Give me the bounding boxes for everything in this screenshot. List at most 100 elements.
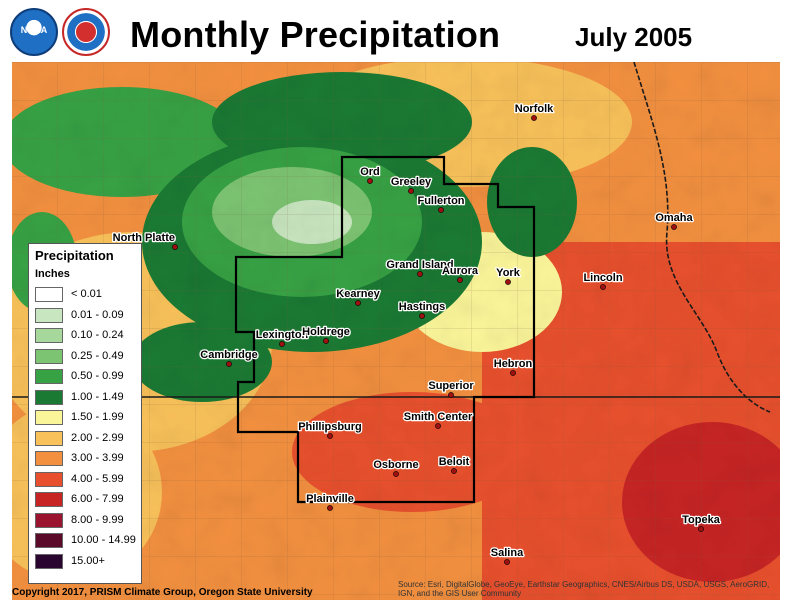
national-weather-service-logo [62,8,110,56]
map-period: July 2005 [575,22,693,52]
legend-label: 6.00 - 7.99 [71,493,124,505]
legend-swatch [35,492,63,507]
legend-swatch [35,533,63,548]
city-marker [355,300,361,306]
city-marker [510,370,516,376]
copyright-credit: Copyright 2017, PRISM Climate Group, Ore… [12,587,313,598]
legend-item: 10.00 - 14.99 [35,532,139,549]
missouri-river [633,62,771,413]
legend-item: 4.00 - 5.99 [35,471,139,488]
city-label: Smith Center [404,411,473,423]
legend-item: 3.00 - 3.99 [35,450,139,467]
legend-item: 0.50 - 0.99 [35,368,139,385]
legend-units: Inches [35,268,70,280]
city-marker [448,392,454,398]
legend-swatch [35,328,63,343]
legend-item: 1.50 - 1.99 [35,409,139,426]
city-label: Cambridge [200,349,257,361]
city-label: Fullerton [417,195,464,207]
legend-label: 10.00 - 14.99 [71,534,136,546]
city-label: Holdrege [302,326,350,338]
city-marker [698,526,704,532]
legend-swatch [35,389,63,405]
city-marker [531,115,537,121]
forecast-area-outline [234,155,536,504]
map-title: Monthly Precipitation [130,14,501,55]
legend-item: 15.00+ [35,553,139,570]
legend-label: 0.10 - 0.24 [71,329,124,341]
city-marker [600,284,606,290]
legend-item: 8.00 - 9.99 [35,512,139,529]
city-marker [172,244,178,250]
city-label: Lexington [256,329,309,341]
city-label: Kearney [336,288,380,300]
basemap-sources: Source: Esri, DigitalGlobe, GeoEye, Eart… [398,580,770,598]
city-label: York [496,267,521,279]
city-label: Osborne [373,459,418,471]
legend-swatch [35,307,63,323]
legend-label: 1.00 - 1.49 [71,390,124,403]
city-label: Aurora [442,265,479,277]
city-marker [438,207,444,213]
legend-label: 1.50 - 1.99 [71,411,124,423]
city-marker [226,361,232,367]
city-marker [457,277,463,283]
legend-swatch [35,430,63,446]
city-label: Ord [360,166,380,178]
city-label: Lincoln [583,272,622,284]
city-label: Hastings [399,301,445,313]
legend-label: 0.25 - 0.49 [71,349,124,362]
legend-label: 4.00 - 5.99 [71,472,124,485]
legend-swatch [35,553,63,569]
city-label: Omaha [655,212,693,224]
legend-item: 0.01 - 0.09 [35,307,139,324]
legend-item: 2.00 - 2.99 [35,430,139,447]
city-label: Hebron [494,358,533,370]
legend-label: 2.00 - 2.99 [71,431,124,444]
city-marker [504,559,510,565]
legend-item: 0.10 - 0.24 [35,327,139,344]
legend-label: < 0.01 [71,288,102,300]
city-marker [435,423,441,429]
city-marker [505,279,511,285]
legend-swatch [35,369,63,384]
city-marker [367,178,373,184]
city-label: Plainville [306,493,354,505]
legend-swatch [35,471,63,487]
city-marker [327,433,333,439]
city-label: Salina [491,547,524,559]
legend-label: 15.00+ [71,554,105,567]
city-marker [327,505,333,511]
city-marker [408,188,414,194]
legend-item: < 0.01 [35,286,139,303]
legend-item: 1.00 - 1.49 [35,389,139,406]
city-label: North Platte [113,232,175,244]
city-marker [393,471,399,477]
city-label: Grand Island [386,259,453,271]
city-markers: North Platte Lexington Kearney Holdrege Camb… [111,102,722,565]
legend-label: 0.01 - 0.09 [71,308,124,321]
precipitation-map: North Platte Lexington Kearney Holdrege Camb… [12,62,780,600]
city-label: Topeka [682,514,721,526]
city-label: Superior [428,380,474,392]
city-marker [451,468,457,474]
legend-swatch [35,287,63,302]
city-marker [279,341,285,347]
noaa-logo: NOAA [10,8,58,56]
city-marker [417,271,423,277]
city-label: Beloit [439,456,470,468]
city-label: Phillipsburg [298,421,362,433]
legend-swatch [35,348,63,364]
legend: Precipitation Inches < 0.01 0.01 - 0.09 0.… [28,243,142,584]
legend-item: 6.00 - 7.99 [35,491,139,508]
legend-label: 8.00 - 9.99 [71,513,124,526]
map-header: NOAA Monthly Precipitation July 2005 [0,0,792,62]
legend-label: 3.00 - 3.99 [71,452,124,464]
legend-swatch [35,451,63,466]
city-marker [323,338,329,344]
legend-label: 0.50 - 0.99 [71,370,124,382]
legend-item: 0.25 - 0.49 [35,348,139,365]
legend-title: Precipitation [35,248,114,263]
city-marker [419,313,425,319]
city-label: Greeley [391,176,432,188]
